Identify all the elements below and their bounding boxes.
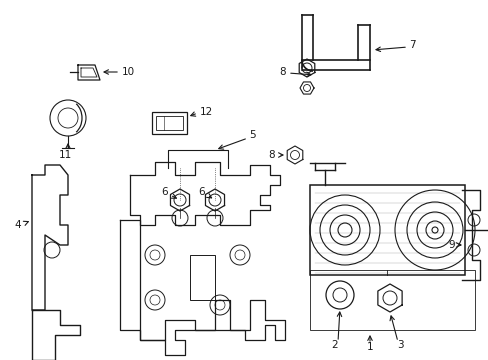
Text: 12: 12	[200, 107, 213, 117]
Text: 11: 11	[58, 150, 71, 160]
Text: 7: 7	[408, 40, 414, 50]
Text: 6: 6	[162, 187, 168, 197]
Text: 6: 6	[198, 187, 205, 197]
Text: 1: 1	[366, 342, 372, 352]
Bar	[156, 116, 183, 130]
Bar	[190, 255, 215, 300]
Bar	[309, 185, 464, 275]
Bar	[309, 270, 474, 330]
Text: 2: 2	[331, 340, 338, 350]
Text: 4: 4	[15, 220, 21, 230]
Text: 3: 3	[396, 340, 403, 350]
Text: 8: 8	[279, 67, 286, 77]
Text: 10: 10	[122, 67, 135, 77]
Text: 9: 9	[448, 240, 454, 250]
Text: 8: 8	[268, 150, 275, 160]
Text: 5: 5	[248, 130, 255, 140]
Bar	[152, 112, 186, 134]
